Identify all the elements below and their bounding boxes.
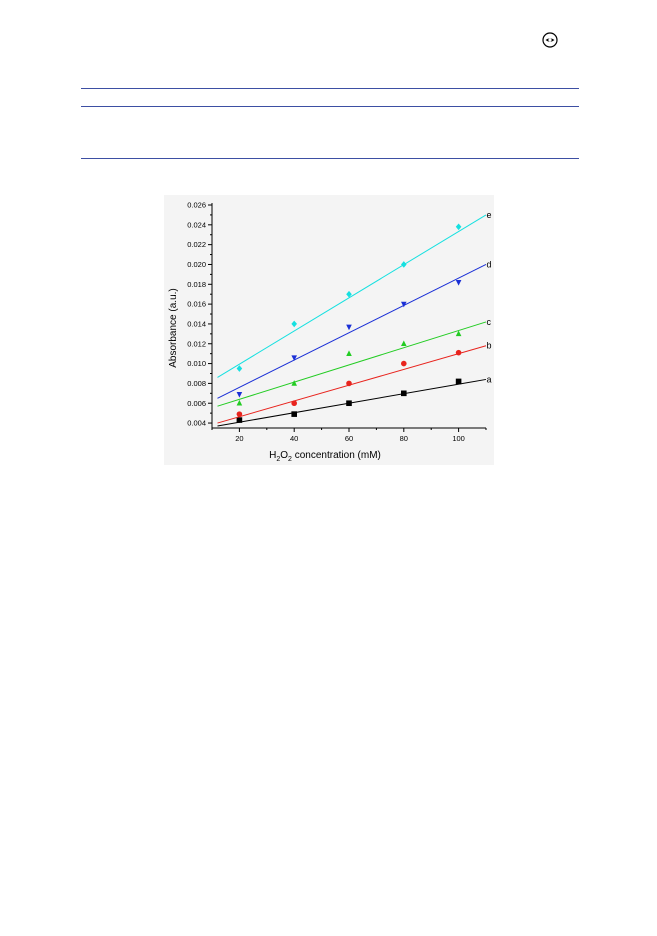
x-tick-label: 40 <box>290 434 298 443</box>
data-point-c <box>291 380 297 386</box>
x-tick-label: 80 <box>400 434 408 443</box>
data-point-a <box>346 400 352 407</box>
chart-background <box>164 195 494 465</box>
header-rule-bottom <box>81 158 579 159</box>
data-point-d <box>401 301 407 308</box>
header-rule-top <box>81 88 579 89</box>
y-tick-label: 0.010 <box>187 359 206 368</box>
data-point-b <box>346 380 352 387</box>
data-point-a <box>291 411 297 417</box>
series-label-a: a <box>487 374 492 384</box>
series-label-e: e <box>487 210 492 220</box>
data-point-c <box>455 330 462 337</box>
data-point-c <box>236 399 243 406</box>
y-axis-label: Absorbance (a.u.) <box>168 288 179 368</box>
x-axis-label-sub1: 2 <box>276 456 280 463</box>
series-label-b: b <box>487 341 492 351</box>
x-axis-label: H2O2 concentration (mM) <box>269 450 381 463</box>
absorbance-chart: 20 40 60 80 100 0.004 0.006 0.008 0.010 0.012 0.01… <box>164 195 494 465</box>
y-tick-label: 0.016 <box>187 300 206 309</box>
y-tick-label: 0.012 <box>187 339 206 348</box>
publisher-logo-icon <box>542 32 558 48</box>
fit-line-e <box>217 214 487 378</box>
data-point-a <box>401 390 407 397</box>
x-tick-label: 60 <box>345 434 353 443</box>
data-point-c <box>401 340 407 347</box>
header-rule-middle <box>81 106 579 107</box>
series-label-d: d <box>487 259 492 269</box>
x-tick-label: 100 <box>452 434 465 443</box>
x-axis-label-o: O <box>280 450 288 461</box>
x-axis-label-sub2: 2 <box>288 456 292 463</box>
data-point-e <box>291 320 297 328</box>
data-point-a <box>236 417 243 423</box>
y-tick-label: 0.022 <box>187 240 206 249</box>
x-axis-label-h: H <box>269 450 276 461</box>
absorbance-chart-figure: 20 40 60 80 100 0.004 0.006 0.008 0.010 0.012 0.01… <box>164 195 494 465</box>
y-tick-label: 0.020 <box>187 260 206 269</box>
y-tick-label: 0.024 <box>187 220 206 229</box>
data-point-d <box>455 280 462 286</box>
x-axis-label-rest: concentration (mM) <box>292 450 381 461</box>
data-point-d <box>346 324 352 331</box>
y-tick-label: 0.018 <box>187 280 206 289</box>
data-point-b <box>455 349 462 356</box>
data-point-d <box>291 355 297 361</box>
y-tick-label: 0.004 <box>187 419 206 428</box>
data-point-d <box>236 392 243 398</box>
data-point-b <box>401 360 407 367</box>
data-point-b <box>291 400 297 407</box>
data-point-c <box>346 350 352 356</box>
data-point-e <box>455 223 462 231</box>
y-tick-label: 0.008 <box>187 379 206 388</box>
fit-line-c <box>217 321 487 407</box>
data-point-b <box>236 411 243 417</box>
data-point-a <box>455 378 462 385</box>
y-tick-label: 0.006 <box>187 399 206 408</box>
data-point-e <box>236 365 243 372</box>
data-point-e <box>401 261 407 268</box>
y-tick-label: 0.014 <box>187 320 206 329</box>
x-tick-label: 20 <box>235 434 243 443</box>
series-label-c: c <box>487 317 492 327</box>
fit-line-d <box>217 264 487 399</box>
y-tick-label: 0.026 <box>187 201 206 210</box>
fit-line-b <box>217 345 487 424</box>
